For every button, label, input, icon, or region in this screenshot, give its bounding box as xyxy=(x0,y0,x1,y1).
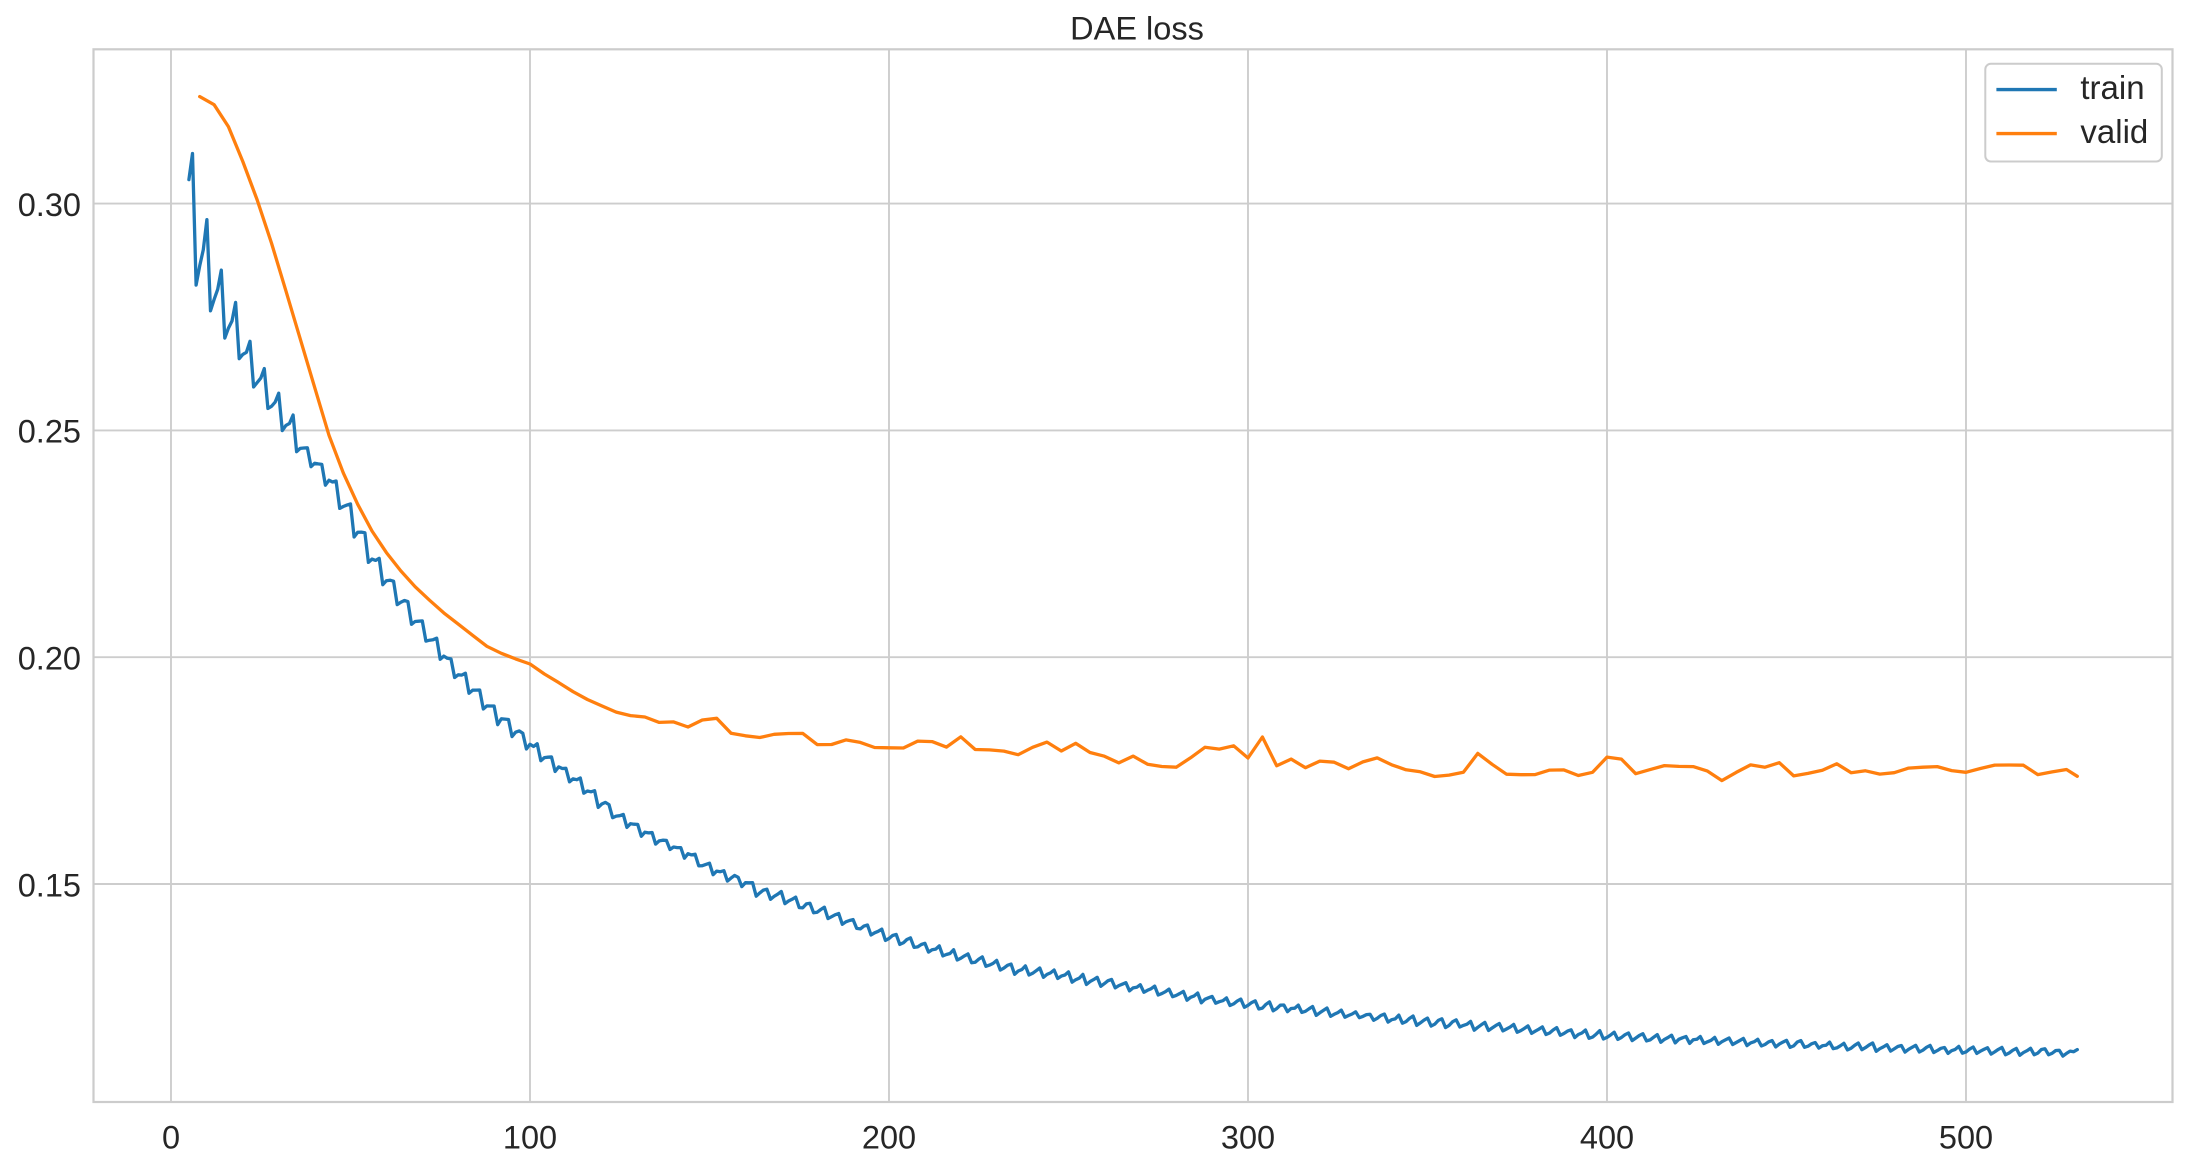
svg-text:100: 100 xyxy=(503,1120,557,1156)
svg-text:400: 400 xyxy=(1580,1120,1634,1156)
svg-text:0: 0 xyxy=(162,1120,180,1156)
svg-text:valid: valid xyxy=(2080,113,2148,150)
svg-text:0.15: 0.15 xyxy=(18,867,81,903)
svg-text:200: 200 xyxy=(862,1120,916,1156)
svg-text:300: 300 xyxy=(1221,1120,1275,1156)
svg-text:train: train xyxy=(2080,69,2144,106)
svg-text:0.20: 0.20 xyxy=(18,641,81,677)
svg-text:0.30: 0.30 xyxy=(18,187,81,223)
svg-text:DAE loss: DAE loss xyxy=(1070,11,1204,47)
svg-text:500: 500 xyxy=(1939,1120,1993,1156)
svg-text:0.25: 0.25 xyxy=(18,414,81,450)
